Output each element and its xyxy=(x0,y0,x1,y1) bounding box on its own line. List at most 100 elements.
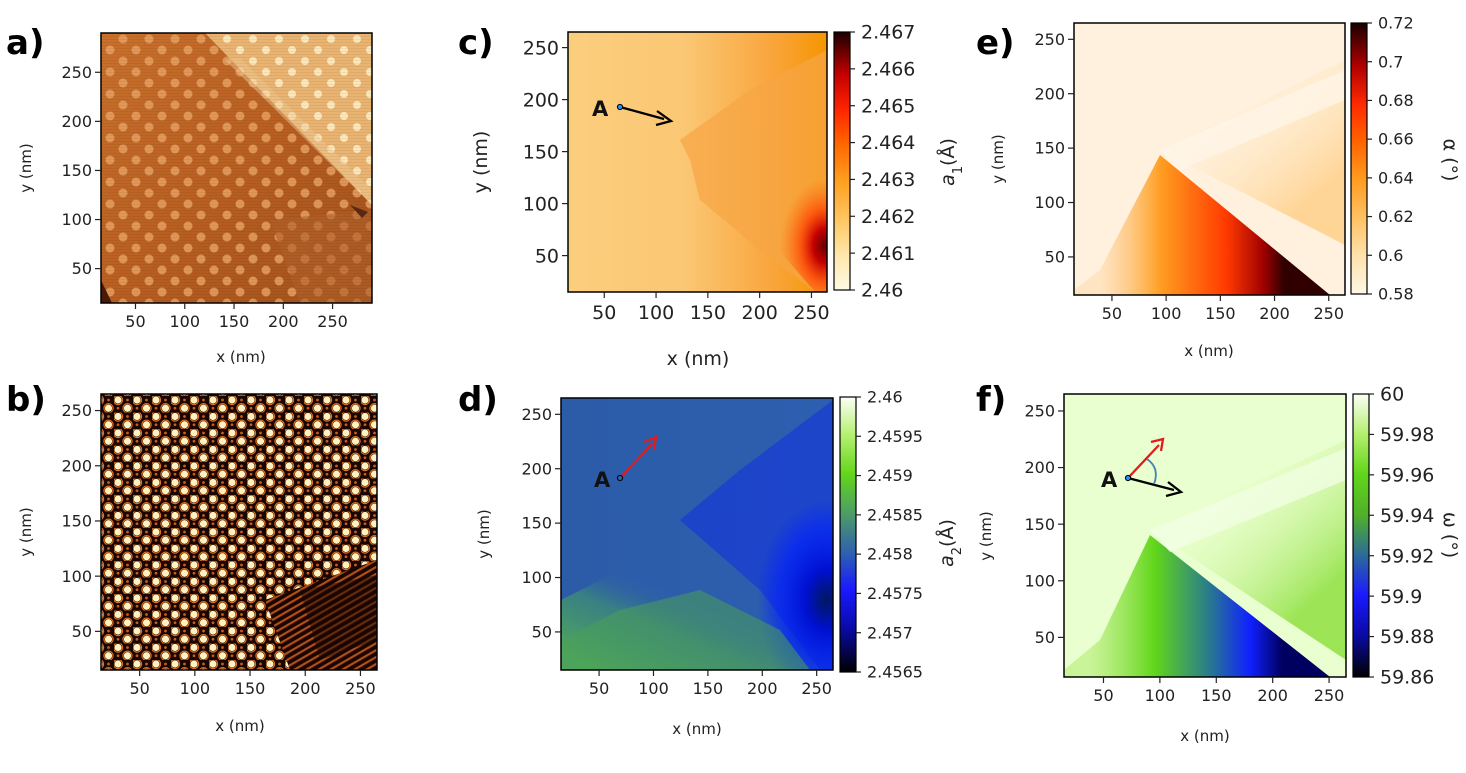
panel-c-frame xyxy=(567,31,828,293)
panel-f-ytick-label: 100 xyxy=(1024,571,1055,590)
panel-e-xtick-label: 200 xyxy=(1259,304,1290,323)
panel-d-xtick-label: 50 xyxy=(589,679,609,698)
panel-f-heatmap xyxy=(1064,394,1346,677)
panel-e-ytick-label: 50 xyxy=(1045,248,1065,267)
panel-label-b: b) xyxy=(6,380,46,420)
panel-d-colorbar-title: a2(Å) xyxy=(935,519,965,567)
panel-e-colorbar-tick-label: 0.68 xyxy=(1378,91,1414,110)
panel-c-colorbar-tick-label: 2.464 xyxy=(861,132,915,154)
panel-f-xlabel: x (nm) xyxy=(1180,727,1229,745)
panel-c-xlabel: x (nm) xyxy=(667,348,730,370)
panel-e-ytick-label: 150 xyxy=(1034,139,1065,158)
panel-d-ytick-label: 200 xyxy=(521,459,552,478)
panel-b-xtick-label: 150 xyxy=(235,679,266,698)
panel-f-point-a xyxy=(1124,474,1132,482)
panel-f-colorbar-tick-label: 59.9 xyxy=(1380,586,1422,608)
panel-f-xtick-label: 250 xyxy=(1314,686,1345,705)
panel-d-xtick-label: 200 xyxy=(747,679,778,698)
panel-c-colorbar-tick-label: 2.466 xyxy=(861,59,915,81)
colorbar-titles: a1(Å) a2(Å) α (°) ω (°) xyxy=(935,138,1461,567)
panel-a-ytick-label: 200 xyxy=(61,112,92,131)
panel-d-ytick-label: 100 xyxy=(521,568,552,587)
panel-d-xlabel: x (nm) xyxy=(672,720,721,738)
panel-b-frame xyxy=(100,393,378,671)
panel-e-xtick-label: 250 xyxy=(1313,304,1344,323)
panel-e-colorbar xyxy=(1350,22,1368,295)
panel-f-colorbar-tick-label: 59.86 xyxy=(1380,667,1434,689)
panel-label-e: e) xyxy=(976,23,1015,63)
panel-d-colorbar-tick-label: 2.4575 xyxy=(867,584,923,603)
panel-d-arrowhead-red xyxy=(643,435,658,451)
annotations: A A A xyxy=(592,97,1184,498)
panel-f-xtick-label: 50 xyxy=(1093,686,1113,705)
panel-d-colorbar-tick-label: 2.4565 xyxy=(867,663,923,682)
panel-labels: a) b) c) d) e) f) xyxy=(6,23,1015,420)
panel-e-xtick-label: 100 xyxy=(1151,304,1182,323)
panel-a-xtick-label: 100 xyxy=(169,312,200,331)
panel-a-xtick-label: 50 xyxy=(125,312,145,331)
panel-b-xlabel: x (nm) xyxy=(215,717,264,735)
panel-c-colorbar-tick-label: 2.463 xyxy=(861,169,915,191)
panel-f-point-label: A xyxy=(1101,468,1118,492)
panel-e-ytick-label: 200 xyxy=(1034,84,1065,103)
panel-d-xtick-label: 150 xyxy=(693,679,724,698)
panel-d-colorbar-tick-label: 2.4595 xyxy=(867,427,923,446)
panel-e-colorbar-title: α (°) xyxy=(1439,139,1461,182)
panel-f-xtick-label: 100 xyxy=(1145,686,1176,705)
panel-f-colorbar-tick-label: 60 xyxy=(1380,384,1404,406)
panel-f-ytick-label: 250 xyxy=(1024,402,1055,421)
panel-f-ytick-label: 150 xyxy=(1024,515,1055,534)
panel-a-ytick-label: 150 xyxy=(61,161,92,180)
panel-label-c: c) xyxy=(458,23,494,63)
panel-c-colorbar-title: a1(Å) xyxy=(936,138,966,186)
panel-d-colorbar-tick-label: 2.4585 xyxy=(867,505,923,524)
panel-e-frame xyxy=(1073,22,1346,296)
panel-f-colorbar-tick-label: 59.92 xyxy=(1380,545,1434,567)
panel-f-frame xyxy=(1063,393,1347,678)
panel-f-colorbar-tick-label: 59.98 xyxy=(1380,424,1434,446)
panel-e-colorbar-tick-label: 0.7 xyxy=(1378,52,1403,71)
panel-d-ylabel: y (nm) xyxy=(475,509,493,558)
panel-d-point-label: A xyxy=(594,468,611,492)
panel-e-colorbar-tick-label: 0.62 xyxy=(1378,207,1414,226)
panel-b-ytick-label: 200 xyxy=(61,456,92,475)
panel-a-xtick-label: 200 xyxy=(268,312,299,331)
panel-c-arrowhead-black xyxy=(655,110,674,127)
panel-f-colorbar xyxy=(1352,393,1370,678)
panel-e-xlabel: x (nm) xyxy=(1184,342,1233,360)
panel-e-ytick-label: 250 xyxy=(1034,30,1065,49)
panel-a-ytick-label: 250 xyxy=(61,63,92,82)
panel-e-ytick-label: 100 xyxy=(1034,193,1065,212)
panel-c-colorbar-tick-label: 2.462 xyxy=(861,206,915,228)
panel-d-ytick-label: 50 xyxy=(532,623,552,642)
panel-e-heatmap xyxy=(1074,23,1345,295)
panel-d-heatmap xyxy=(561,398,833,670)
panel-a-ylabel: y (nm) xyxy=(17,143,35,192)
tick-layer: 50 100 150 200 250 50 100 150 200 250 50 100 150 200 2… xyxy=(61,14,1434,705)
panel-b-ytick-label: 100 xyxy=(61,567,92,586)
panel-label-a: a) xyxy=(6,23,44,63)
panel-c-point-label: A xyxy=(592,97,609,121)
panel-c-colorbar-tick-label: 2.467 xyxy=(861,22,915,44)
panel-b-ytick-label: 150 xyxy=(61,512,92,531)
panel-f-xtick-label: 200 xyxy=(1257,686,1288,705)
panel-c-colorbar-tick-label: 2.461 xyxy=(861,243,915,265)
panel-c-xtick-label: 200 xyxy=(742,302,778,324)
panel-b-ytick-label: 50 xyxy=(72,622,92,641)
panel-e-colorbar-tick-label: 0.72 xyxy=(1378,14,1414,33)
panel-d-colorbar-tick-label: 2.46 xyxy=(867,388,903,407)
panel-e-colorbar-tick-label: 0.6 xyxy=(1378,246,1403,265)
panel-a-image xyxy=(101,33,372,303)
panel-b-xtick-label: 50 xyxy=(129,679,149,698)
panel-label-f: f) xyxy=(976,380,1006,420)
panel-c-xtick-label: 50 xyxy=(592,302,616,324)
panel-d-colorbar-tick-label: 2.459 xyxy=(867,466,913,485)
panel-c-ytick-label: 100 xyxy=(523,193,559,215)
panel-e-xtick-label: 150 xyxy=(1205,304,1236,323)
panel-f-colorbar-tick-label: 59.88 xyxy=(1380,626,1434,648)
panel-b-xtick-label: 100 xyxy=(180,679,211,698)
panel-d-point-a xyxy=(616,474,624,482)
panel-b-image xyxy=(101,394,377,670)
panel-f-arrowhead-black xyxy=(1165,481,1184,498)
